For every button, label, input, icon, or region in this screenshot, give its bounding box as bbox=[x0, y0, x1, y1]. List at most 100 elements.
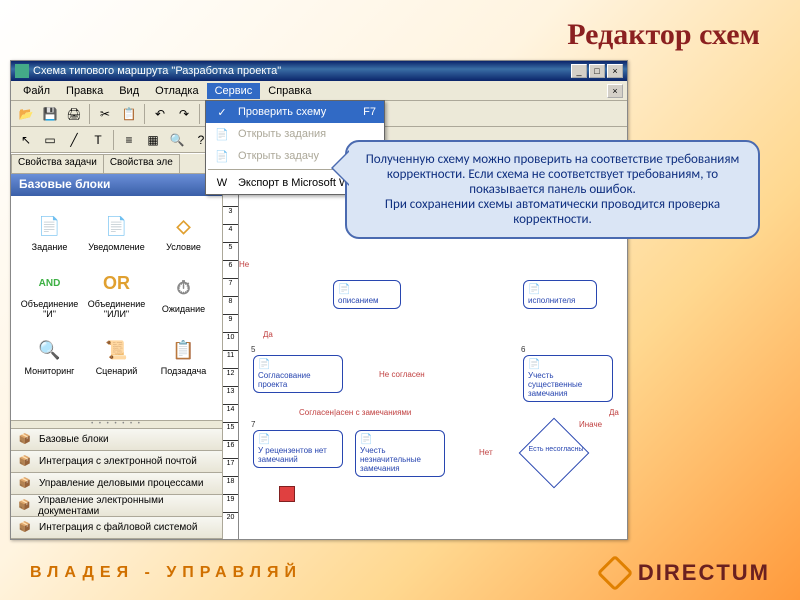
folder-icon: 📦 bbox=[17, 476, 33, 492]
category-label: Базовые блоки bbox=[39, 434, 109, 445]
edge-label-e_inache: Иначе bbox=[579, 420, 602, 429]
palette-item-3[interactable]: ANDОбъединение "И" bbox=[17, 264, 82, 324]
folder-icon: 📦 bbox=[17, 520, 33, 536]
category-bar-3[interactable]: 📦 Управление электронными документами bbox=[11, 495, 222, 517]
palette-label: Условие bbox=[166, 242, 201, 252]
maximize-button[interactable]: □ bbox=[589, 64, 605, 78]
zoom-icon[interactable]: 🔍 bbox=[166, 129, 188, 151]
rect-icon[interactable]: ▭ bbox=[39, 129, 61, 151]
palette-item-7[interactable]: 📜Сценарий bbox=[84, 326, 149, 386]
palette-label: Ожидание bbox=[162, 304, 205, 314]
palette-item-6[interactable]: 🔍 Мониторинг bbox=[17, 326, 82, 386]
category-bar-0[interactable]: 📦 Базовые блоки bbox=[11, 429, 222, 451]
palette-item-4[interactable]: ORОбъединение "ИЛИ" bbox=[84, 264, 149, 324]
menu-edit[interactable]: Правка bbox=[58, 83, 111, 99]
palette-item-2[interactable]: ◇ Условие bbox=[151, 202, 216, 262]
edge-label-e_ne: Не bbox=[239, 260, 249, 269]
flow-node-n6[interactable]: 📄Учесть существенные замечания bbox=[523, 355, 613, 402]
menu-view[interactable]: Вид bbox=[111, 83, 147, 99]
save-icon[interactable]: 💾 bbox=[39, 103, 61, 125]
palette-item-0[interactable]: 📄 Задание bbox=[17, 202, 82, 262]
menubar: Файл Правка Вид Отладка Сервис Справка × bbox=[11, 81, 627, 101]
dropdown-item-0[interactable]: ✓ Проверить схему F7 bbox=[206, 101, 384, 123]
palette-icon: ◇ bbox=[170, 212, 198, 240]
node-label: У рецензентов нет замечаний bbox=[258, 446, 338, 464]
app-icon bbox=[15, 64, 29, 78]
node-number: 6 bbox=[521, 345, 525, 354]
node-number: 5 bbox=[251, 345, 255, 354]
flow-node-n8[interactable]: 📄Учесть незначительные замечания bbox=[355, 430, 445, 477]
inner-close-button[interactable]: × bbox=[607, 84, 623, 98]
folder-icon: 📦 bbox=[17, 454, 33, 470]
palette-icon: 🔍 bbox=[36, 336, 64, 364]
palette-label: Задание bbox=[32, 242, 68, 252]
menu-file[interactable]: Файл bbox=[15, 83, 58, 99]
logo-icon bbox=[597, 555, 634, 592]
menu-item-icon: ✓ bbox=[212, 104, 232, 120]
palette-body: 📄Задание📄Уведомление◇УсловиеANDОбъединен… bbox=[11, 196, 222, 421]
menu-item-label: Открыть задачу bbox=[238, 150, 319, 162]
ruler-vertical: 1234567891011121314151617181920 bbox=[223, 170, 239, 539]
logo-text: DIRECTUM bbox=[638, 560, 770, 586]
window-title: Схема типового маршрута "Разработка прое… bbox=[33, 65, 281, 77]
palette-item-8[interactable]: 📋Подзадача bbox=[151, 326, 216, 386]
menu-item-icon: 📄 bbox=[212, 126, 232, 142]
tab-task-props[interactable]: Свойства задачи bbox=[11, 154, 104, 173]
minimize-button[interactable]: _ bbox=[571, 64, 587, 78]
cut-icon[interactable]: ✂ bbox=[94, 103, 116, 125]
menu-shortcut: F7 bbox=[363, 106, 376, 118]
palette-label: Сценарий bbox=[96, 366, 138, 376]
stop-node[interactable] bbox=[279, 486, 295, 502]
node-label: Согласование проекта bbox=[258, 371, 338, 389]
footer-tagline: ВЛАДЕЯ - УПРАВЛЯЙ bbox=[30, 564, 302, 582]
node-label: Учесть существенные замечания bbox=[528, 371, 608, 398]
palette-label: Мониторинг bbox=[25, 366, 75, 376]
category-label: Управление электронными документами bbox=[38, 495, 216, 517]
pointer-icon[interactable]: ↖ bbox=[15, 129, 37, 151]
category-bar-2[interactable]: 📦Управление деловыми процессами bbox=[11, 473, 222, 495]
panel-grip[interactable]: • • • • • • • bbox=[11, 421, 222, 429]
close-button[interactable]: × bbox=[607, 64, 623, 78]
category-label: Интеграция с файловой системой bbox=[39, 522, 197, 533]
flow-node-n3b[interactable]: 📄исполнителя bbox=[523, 280, 597, 309]
menu-service[interactable]: Сервис bbox=[207, 83, 261, 99]
print-icon[interactable]: 🖨 bbox=[63, 103, 85, 125]
flow-node-n3a[interactable]: 📄описанием bbox=[333, 280, 401, 309]
menu-help[interactable]: Справка bbox=[260, 83, 319, 99]
callout-text-2: При сохранении схемы автоматически прово… bbox=[361, 197, 744, 227]
category-bar-1[interactable]: 📦 Интеграция с электронной почтой bbox=[11, 451, 222, 473]
palette-icon: 📄 bbox=[36, 212, 64, 240]
menu-item-label: Проверить схему bbox=[238, 106, 326, 118]
palette-label: Объединение "ИЛИ" bbox=[84, 299, 149, 319]
grid-icon[interactable]: ▦ bbox=[142, 129, 164, 151]
node-icon: 📄 bbox=[258, 434, 338, 445]
diamond-label: Есть несогласны bbox=[523, 446, 589, 453]
open-icon[interactable]: 📂 bbox=[15, 103, 37, 125]
redo-icon[interactable]: ↷ bbox=[173, 103, 195, 125]
category-bar-4[interactable]: 📦 Интеграция с файловой системой bbox=[11, 517, 222, 539]
palette-item-5[interactable]: ⏱Ожидание bbox=[151, 264, 216, 324]
folder-icon: 📦 bbox=[17, 432, 33, 448]
palette-label: Подзадача bbox=[161, 366, 206, 376]
edge-label-e_nesogl: Не согласен bbox=[379, 370, 425, 379]
menu-debug[interactable]: Отладка bbox=[147, 83, 206, 99]
flow-node-n5[interactable]: 📄Согласование проекта bbox=[253, 355, 343, 393]
flow-node-n7[interactable]: 📄У рецензентов нет замечаний bbox=[253, 430, 343, 468]
category-label: Интеграция с электронной почтой bbox=[39, 456, 197, 467]
node-icon: 📄 bbox=[528, 359, 608, 370]
line-icon[interactable]: ╱ bbox=[63, 129, 85, 151]
palette-label: Объединение "И" bbox=[17, 299, 82, 319]
palette-icon: AND bbox=[36, 269, 64, 297]
node-label: Учесть незначительные замечания bbox=[360, 446, 440, 473]
footer-logo: DIRECTUM bbox=[602, 560, 770, 586]
palette-header: Базовые блоки bbox=[11, 174, 222, 196]
copy-icon[interactable]: 📋 bbox=[118, 103, 140, 125]
folder-icon: 📦 bbox=[17, 498, 32, 514]
text-icon[interactable]: T bbox=[87, 129, 109, 151]
align-icon[interactable]: ≡ bbox=[118, 129, 140, 151]
tab-elem-props[interactable]: Свойства эле bbox=[103, 154, 180, 173]
undo-icon[interactable]: ↶ bbox=[149, 103, 171, 125]
node-label: описанием bbox=[338, 296, 396, 305]
node-label: исполнителя bbox=[528, 296, 592, 305]
palette-item-1[interactable]: 📄Уведомление bbox=[84, 202, 149, 262]
